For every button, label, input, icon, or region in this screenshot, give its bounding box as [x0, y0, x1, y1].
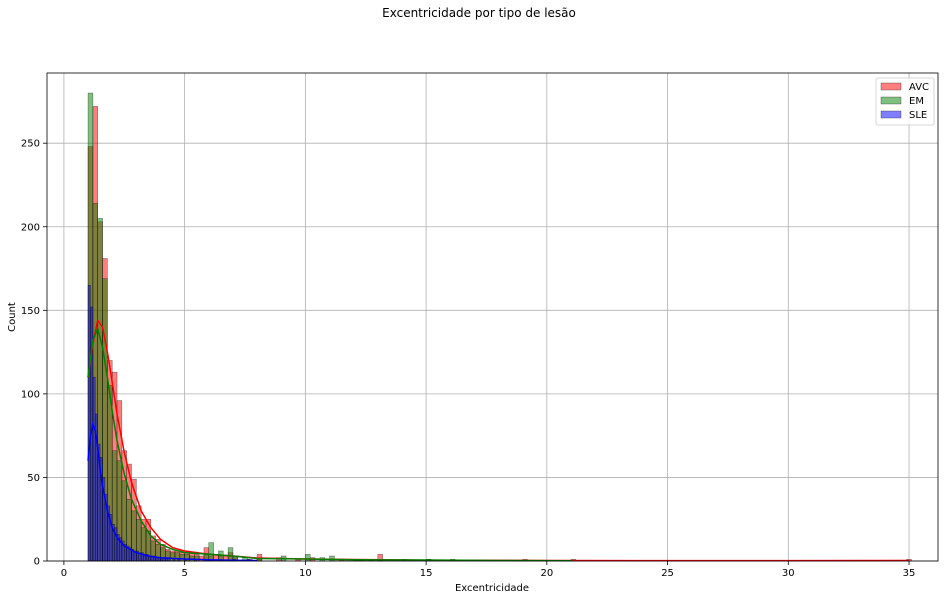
- x-tick-label: 20: [540, 568, 553, 579]
- x-axis-label: Excentricidade: [455, 583, 529, 594]
- x-tick-label: 35: [903, 568, 916, 579]
- x-tick-label: 0: [61, 568, 67, 579]
- kde-curves: [87, 318, 910, 562]
- kde-line-em: [87, 326, 572, 562]
- y-tick-label: 50: [27, 473, 40, 484]
- y-tick-label: 150: [21, 306, 40, 317]
- bar: [92, 376, 96, 562]
- y-tick-label: 100: [21, 389, 40, 400]
- y-tick-label: 200: [21, 222, 40, 233]
- histogram-bars: [87, 92, 912, 562]
- plot-frame: [46, 72, 939, 562]
- legend: AVC EM SLE: [875, 77, 935, 126]
- legend-swatch: [880, 110, 902, 119]
- bar: [227, 547, 234, 562]
- legend-label: EM: [909, 96, 924, 107]
- x-tick-label: 30: [782, 568, 795, 579]
- chart-title: Excentricidade por tipo de lesão: [382, 6, 576, 20]
- bar: [87, 284, 91, 562]
- bar: [305, 554, 311, 562]
- x-tick-label: 15: [420, 568, 433, 579]
- x-tick-label: 5: [181, 568, 187, 579]
- legend-swatch: [880, 96, 902, 105]
- bar: [329, 555, 335, 562]
- x-axis-ticks: 0 5 10 15 20 25 30 35: [61, 561, 916, 579]
- y-tick-label: 250: [21, 139, 40, 150]
- kde-line-sle: [87, 421, 258, 562]
- legend-label: SLE: [909, 110, 927, 121]
- bar: [208, 542, 214, 562]
- y-axis-ticks: 0 50 100 150 200 250: [21, 139, 47, 568]
- x-tick-label: 25: [661, 568, 674, 579]
- bar: [179, 554, 185, 562]
- x-tick-label: 10: [299, 568, 312, 579]
- legend-label: AVC: [909, 82, 929, 93]
- y-tick-label: 0: [34, 557, 40, 568]
- legend-swatch: [880, 82, 902, 91]
- plot-area: [47, 73, 938, 561]
- y-axis-label: Count: [7, 302, 18, 332]
- bar: [155, 557, 159, 562]
